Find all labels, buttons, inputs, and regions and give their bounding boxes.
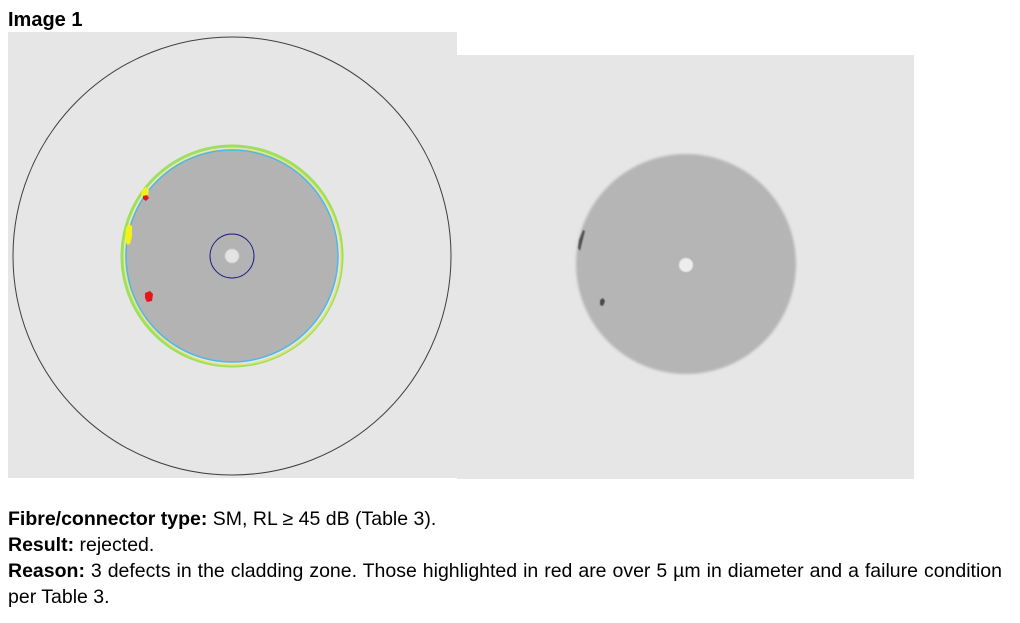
reason-label: Reason: [8,560,85,582]
fibre-type-value: SM, RL ≥ 45 dB (Table 3). [207,508,437,530]
reason-paragraph: Reason: 3 defects in the cladding zone. … [8,558,1002,610]
result-label: Result: [8,534,75,556]
contact-zone-circle [12,36,452,476]
raw-core-spot [679,258,693,272]
result-description: Fibre/connector type: SM, RL ≥ 45 dB (Ta… [8,506,1002,610]
core-light-spot [225,249,239,263]
fibre-end-face-figure [8,32,914,479]
fibre-type-label: Fibre/connector type: [8,508,208,530]
raw-defect-spot-lower [600,298,605,306]
defect-marker-yellow-left [125,224,132,245]
core-zone-circle [209,233,255,279]
fibre-type-line: Fibre/connector type: SM, RL ≥ 45 dB (Ta… [8,506,1002,532]
cladding-boundary-cyan [125,149,339,363]
cladding-boundary-yellow [124,148,342,366]
reason-value: 3 defects in the cladding zone. Those hi… [8,560,1002,608]
raw-image-panel [457,55,914,479]
analysed-image-panel [8,32,457,478]
cladding-boundary-green [120,144,344,368]
raw-defect-scratch-upper [578,230,585,251]
result-value: rejected. [74,534,155,556]
defect-marker-red-lower [145,291,153,302]
result-line: Result: rejected. [8,532,1002,558]
defect-marker-red-top [143,195,149,201]
figure-title: Image 1 [8,9,83,31]
